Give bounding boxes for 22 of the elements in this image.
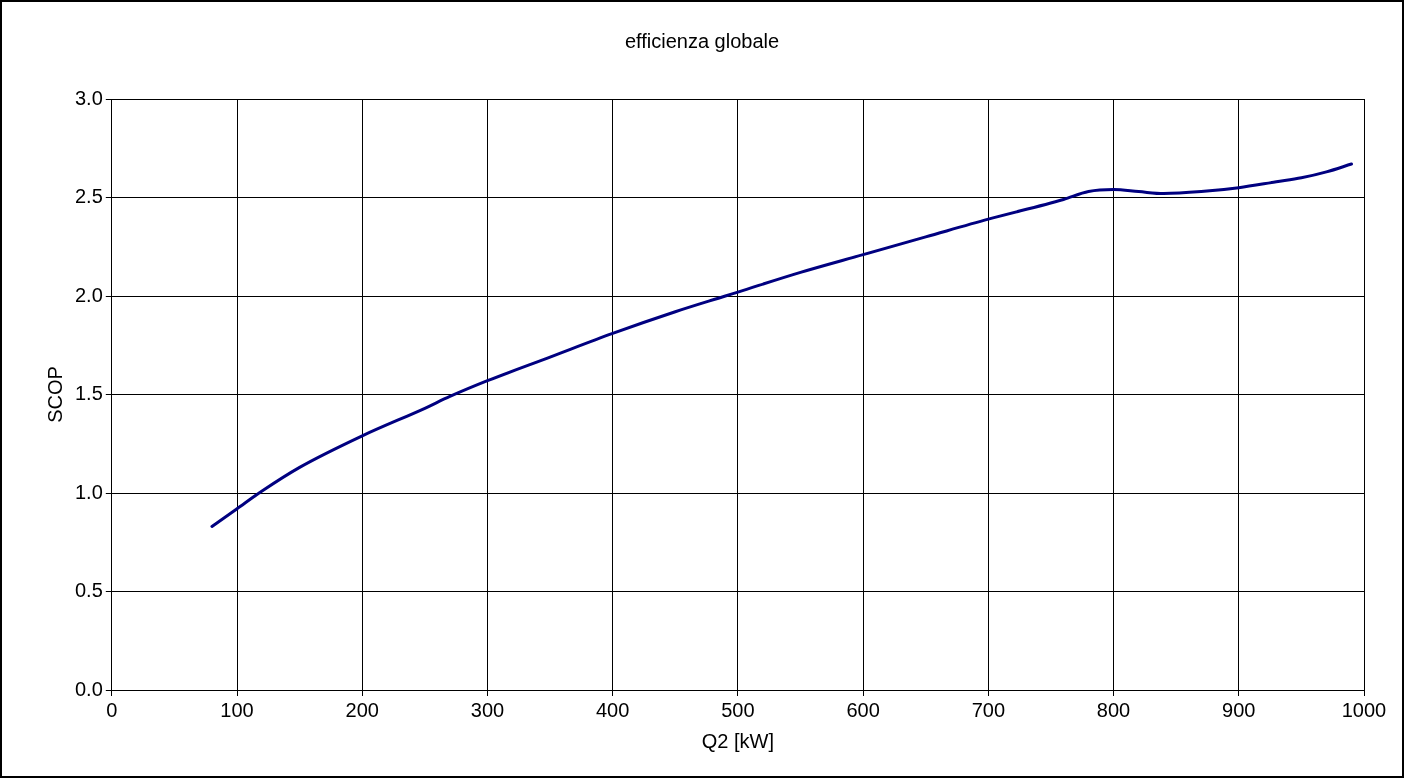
y-tick-label: 0.5 xyxy=(74,579,103,602)
y-tick-label: 2.5 xyxy=(74,185,103,208)
x-tick-label: 100 xyxy=(220,698,254,721)
line-series xyxy=(210,162,1353,528)
x-tick-label: 900 xyxy=(1222,698,1256,721)
x-tick-label: 400 xyxy=(595,698,630,721)
x-tick-label: 200 xyxy=(345,698,379,721)
x-tick-label: 800 xyxy=(1096,698,1131,721)
y-tick-label: 1.5 xyxy=(74,382,103,405)
y-tick-label: 2.0 xyxy=(74,283,103,306)
x-tick-label: 1000 xyxy=(1341,698,1387,721)
x-axis-title: Q2 [kW] xyxy=(701,729,775,752)
x-tick-label: 300 xyxy=(470,698,505,721)
y-tick-label: 1.0 xyxy=(74,480,103,503)
y-axis-title: SCOP xyxy=(43,366,66,423)
x-tick-label: 700 xyxy=(971,698,1006,721)
x-tick-label: 500 xyxy=(721,698,755,721)
y-tick-label: 3.0 xyxy=(74,86,103,109)
x-tick-label: 600 xyxy=(846,698,880,721)
chart-title: efficienza globale xyxy=(624,29,780,52)
y-tick-label: 0.0 xyxy=(74,677,103,700)
x-tick-label: 0 xyxy=(106,698,118,721)
